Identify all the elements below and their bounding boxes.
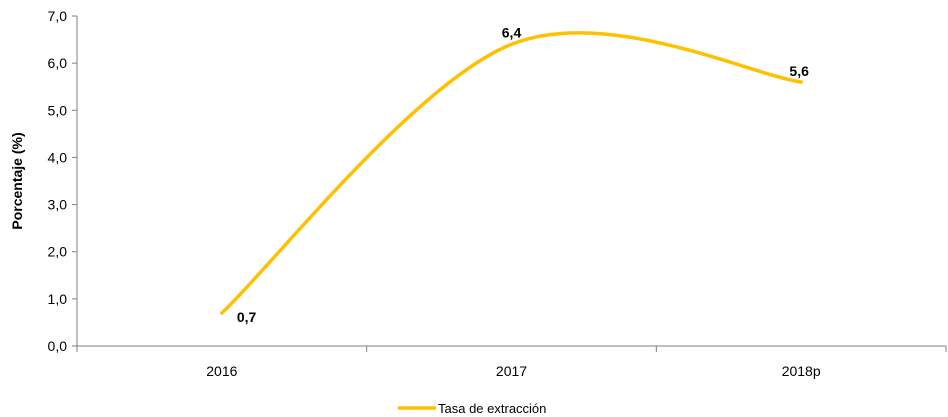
- data-label: 6,4: [502, 24, 522, 40]
- data-labels: 0,7 6,4 5,6: [237, 24, 809, 325]
- legend: Tasa de extracción: [398, 401, 546, 416]
- series-line: [220, 31, 803, 315]
- x-tick-label: 2017: [496, 363, 527, 379]
- y-tick-label: 3,0: [48, 197, 68, 213]
- x-tick-label: 2018p: [782, 363, 821, 379]
- x-tick-label: 2016: [206, 363, 237, 379]
- series-layer: [220, 31, 803, 315]
- y-axis-title: Porcentaje (%): [9, 132, 25, 229]
- y-tick-label: 5,0: [48, 102, 68, 118]
- data-label: 0,7: [237, 309, 257, 325]
- y-axis: 0,0 1,0 2,0 3,0 4,0 5,0 6,0 7,0: [48, 8, 78, 354]
- legend-label: Tasa de extracción: [438, 401, 546, 416]
- y-tick-label: 6,0: [48, 55, 68, 71]
- y-tick-label: 0,0: [48, 338, 68, 354]
- data-label: 5,6: [789, 63, 809, 79]
- y-tick-label: 2,0: [48, 244, 68, 260]
- y-tick-label: 4,0: [48, 149, 68, 165]
- y-tick-label: 1,0: [48, 291, 68, 307]
- x-axis: 2016 2017 2018p: [76, 345, 947, 379]
- y-tick-label: 7,0: [48, 8, 68, 24]
